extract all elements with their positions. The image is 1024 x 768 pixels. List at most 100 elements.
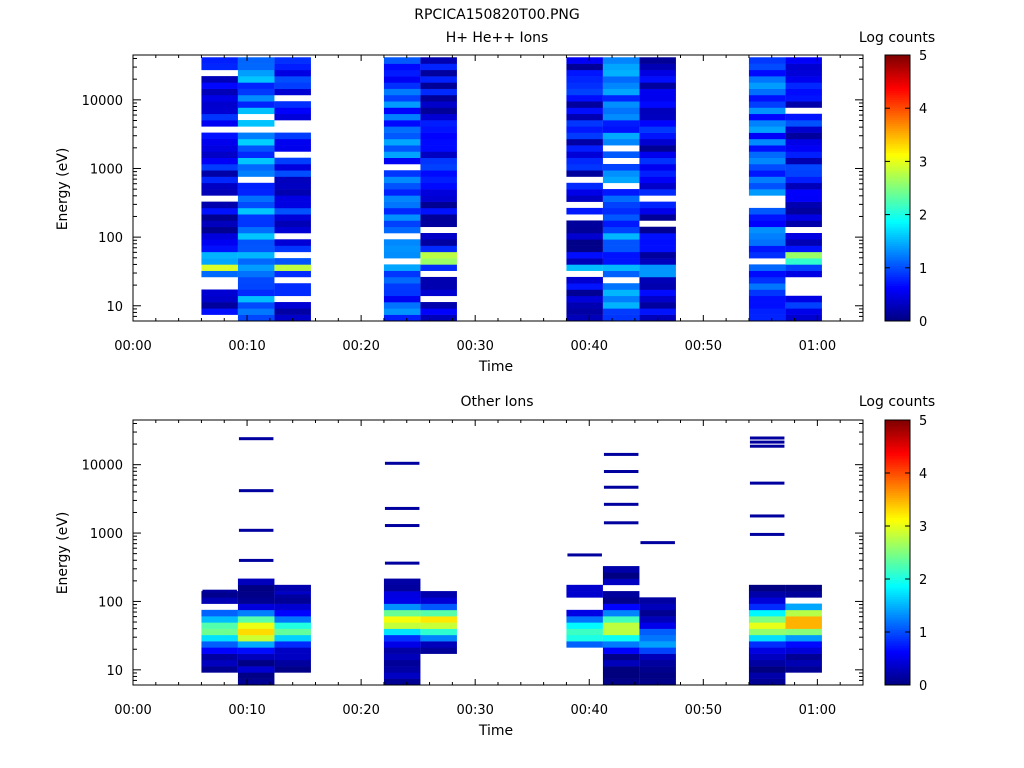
heatmap-cell <box>237 659 275 667</box>
heatmap-cell <box>237 666 275 673</box>
heatmap-cell <box>383 214 421 221</box>
heatmap-cell <box>785 634 822 642</box>
colorbar-segment <box>885 475 910 478</box>
heatmap-cell <box>566 57 603 64</box>
colorbar-segment <box>885 137 910 140</box>
colorbar-segment <box>885 128 910 131</box>
colorbar-segment <box>885 570 910 573</box>
colorbar-segment <box>885 314 910 318</box>
heatmap-cell <box>566 622 603 629</box>
heatmap-cell <box>785 591 822 598</box>
heatmap-cell <box>383 145 421 152</box>
heatmap-cell <box>420 120 457 127</box>
heatmap-cell <box>639 628 676 636</box>
colorbar-segment <box>885 587 910 591</box>
heatmap-cell <box>274 214 311 221</box>
heatmap-cell <box>639 113 676 121</box>
heatmap-cell <box>420 314 457 322</box>
heatmap-cell <box>602 120 640 127</box>
colorbar-segment <box>885 170 910 173</box>
colorbar-segment <box>885 448 910 452</box>
heatmap-cell <box>383 245 421 253</box>
sparse-count-line <box>640 541 675 545</box>
colorbar-segment <box>885 92 910 96</box>
heatmap-cell <box>420 609 457 617</box>
heatmap-cell <box>237 603 275 611</box>
heatmap-cell <box>420 647 457 654</box>
heatmap-cell <box>383 659 421 667</box>
y-axis: 10 100 1000 10000 <box>82 422 863 686</box>
heatmap-cell <box>639 233 676 240</box>
colorbar-segment <box>885 238 910 242</box>
colorbar-segment <box>885 168 910 171</box>
heatmap-cell <box>237 616 275 623</box>
heatmap-cell <box>201 666 238 673</box>
heatmap-cell <box>748 251 786 259</box>
heatmap-cell <box>748 276 786 284</box>
heatmap-cell <box>420 145 457 152</box>
heatmap-cell <box>274 170 311 177</box>
heatmap-cell <box>748 597 786 604</box>
sparse-count-line <box>238 558 274 562</box>
colorbar-segment <box>885 627 910 631</box>
heatmap-cell <box>748 264 786 271</box>
colorbar-segment <box>885 497 910 500</box>
heatmap-cell <box>274 69 311 77</box>
heatmap-cell <box>785 258 822 265</box>
heatmap-cell <box>602 76 640 83</box>
heatmap-cell <box>639 88 676 96</box>
colorbar-segment <box>885 662 910 666</box>
panel-title: H+ He++ Ions <box>446 30 549 46</box>
heatmap-cell <box>785 622 822 629</box>
heatmap-cell <box>602 226 640 234</box>
heatmap-cell <box>274 245 311 253</box>
heatmap-cell <box>274 258 311 265</box>
heatmap-cell <box>566 132 603 140</box>
heatmap-cell <box>748 107 786 115</box>
colorbar-segment <box>885 236 910 240</box>
colorbar-tick-label: 2 <box>919 573 927 588</box>
heatmap-cell <box>237 295 275 303</box>
heatmap-cell <box>785 145 822 152</box>
heatmap-cell <box>602 163 640 171</box>
sparse-count-line <box>603 502 639 506</box>
colorbar-segment <box>885 667 910 671</box>
colorbar-segment <box>885 590 910 593</box>
colorbar-segment <box>885 632 910 635</box>
colorbar-segment <box>885 281 910 284</box>
heatmap-cell <box>237 251 275 259</box>
heatmap-cell <box>201 201 238 209</box>
heatmap-cell <box>274 270 311 278</box>
heatmap-cell <box>420 94 457 102</box>
heatmap-cell <box>639 289 676 297</box>
heatmap-cell <box>566 308 603 315</box>
heatmap-cell <box>748 182 786 190</box>
heatmap-cell <box>602 634 640 642</box>
heatmap-cell <box>639 207 676 215</box>
colorbar-segment <box>885 59 910 63</box>
heatmap-cell <box>383 220 421 228</box>
heatmap-cell <box>237 258 275 265</box>
heatmap-cell <box>748 138 786 146</box>
heatmap-cell <box>274 132 311 140</box>
x-tick-label: 00:40 <box>571 339 608 354</box>
heatmap-cell <box>602 251 640 259</box>
heatmap-cell <box>420 283 457 290</box>
heatmap-cell <box>201 264 238 271</box>
colorbar-segment <box>885 676 910 679</box>
y-tick-label: 1000 <box>90 162 123 177</box>
heatmap-cell <box>237 182 275 190</box>
colorbar-segment <box>885 541 910 545</box>
heatmap-cell <box>383 126 421 133</box>
heatmap-cell <box>420 170 457 177</box>
colorbar-segment <box>885 651 910 655</box>
heatmap-cell <box>785 201 822 209</box>
colorbar-segment <box>885 506 910 509</box>
colorbar-segment <box>885 658 910 662</box>
heatmap-cell <box>274 628 311 636</box>
heatmap-cell <box>420 233 457 240</box>
colorbar-segment <box>885 559 910 562</box>
heatmap-cell <box>639 189 676 196</box>
heatmap-cell <box>237 63 275 71</box>
